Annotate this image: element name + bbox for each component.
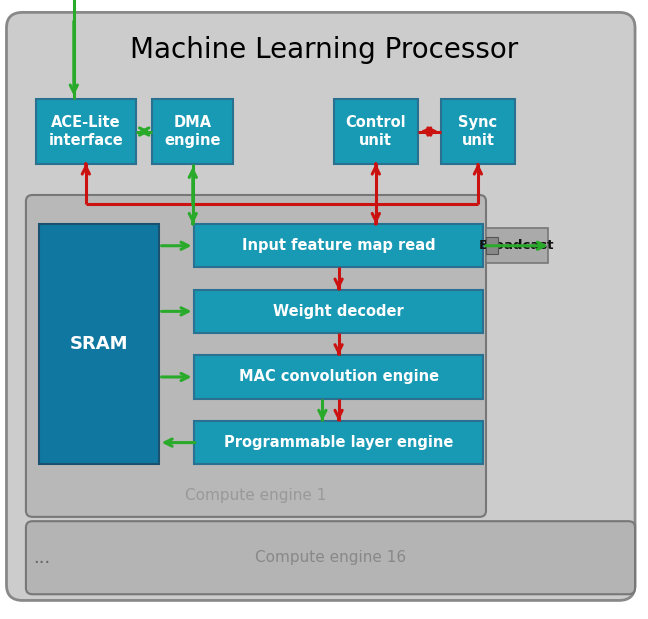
Bar: [152, 99, 233, 164]
Text: Sync
unit: Sync unit: [458, 115, 498, 149]
Text: Compute engine 16: Compute engine 16: [255, 550, 406, 565]
FancyBboxPatch shape: [6, 12, 635, 600]
Bar: [194, 421, 483, 464]
Bar: [39, 224, 159, 464]
Bar: [486, 237, 498, 254]
Bar: [194, 224, 483, 267]
Text: Broadcast: Broadcast: [479, 239, 555, 253]
Text: MAC convolution engine: MAC convolution engine: [238, 370, 439, 384]
FancyBboxPatch shape: [26, 521, 635, 594]
Text: Compute engine 1: Compute engine 1: [185, 488, 327, 503]
Text: Programmable layer engine: Programmable layer engine: [224, 435, 453, 450]
Bar: [194, 355, 483, 399]
Text: Machine Learning Processor: Machine Learning Processor: [130, 35, 518, 64]
Text: ...: ...: [34, 548, 51, 567]
Text: DMA
engine: DMA engine: [165, 115, 221, 149]
Text: SRAM: SRAM: [69, 335, 128, 353]
Bar: [36, 99, 136, 164]
Text: Control
unit: Control unit: [345, 115, 406, 149]
Text: ACE-Lite
interface: ACE-Lite interface: [49, 115, 123, 149]
Bar: [194, 290, 483, 333]
Bar: [441, 99, 515, 164]
Text: Weight decoder: Weight decoder: [273, 304, 404, 319]
Text: Input feature map read: Input feature map read: [242, 238, 435, 253]
Bar: [486, 228, 548, 263]
FancyBboxPatch shape: [26, 195, 486, 517]
Bar: [334, 99, 418, 164]
